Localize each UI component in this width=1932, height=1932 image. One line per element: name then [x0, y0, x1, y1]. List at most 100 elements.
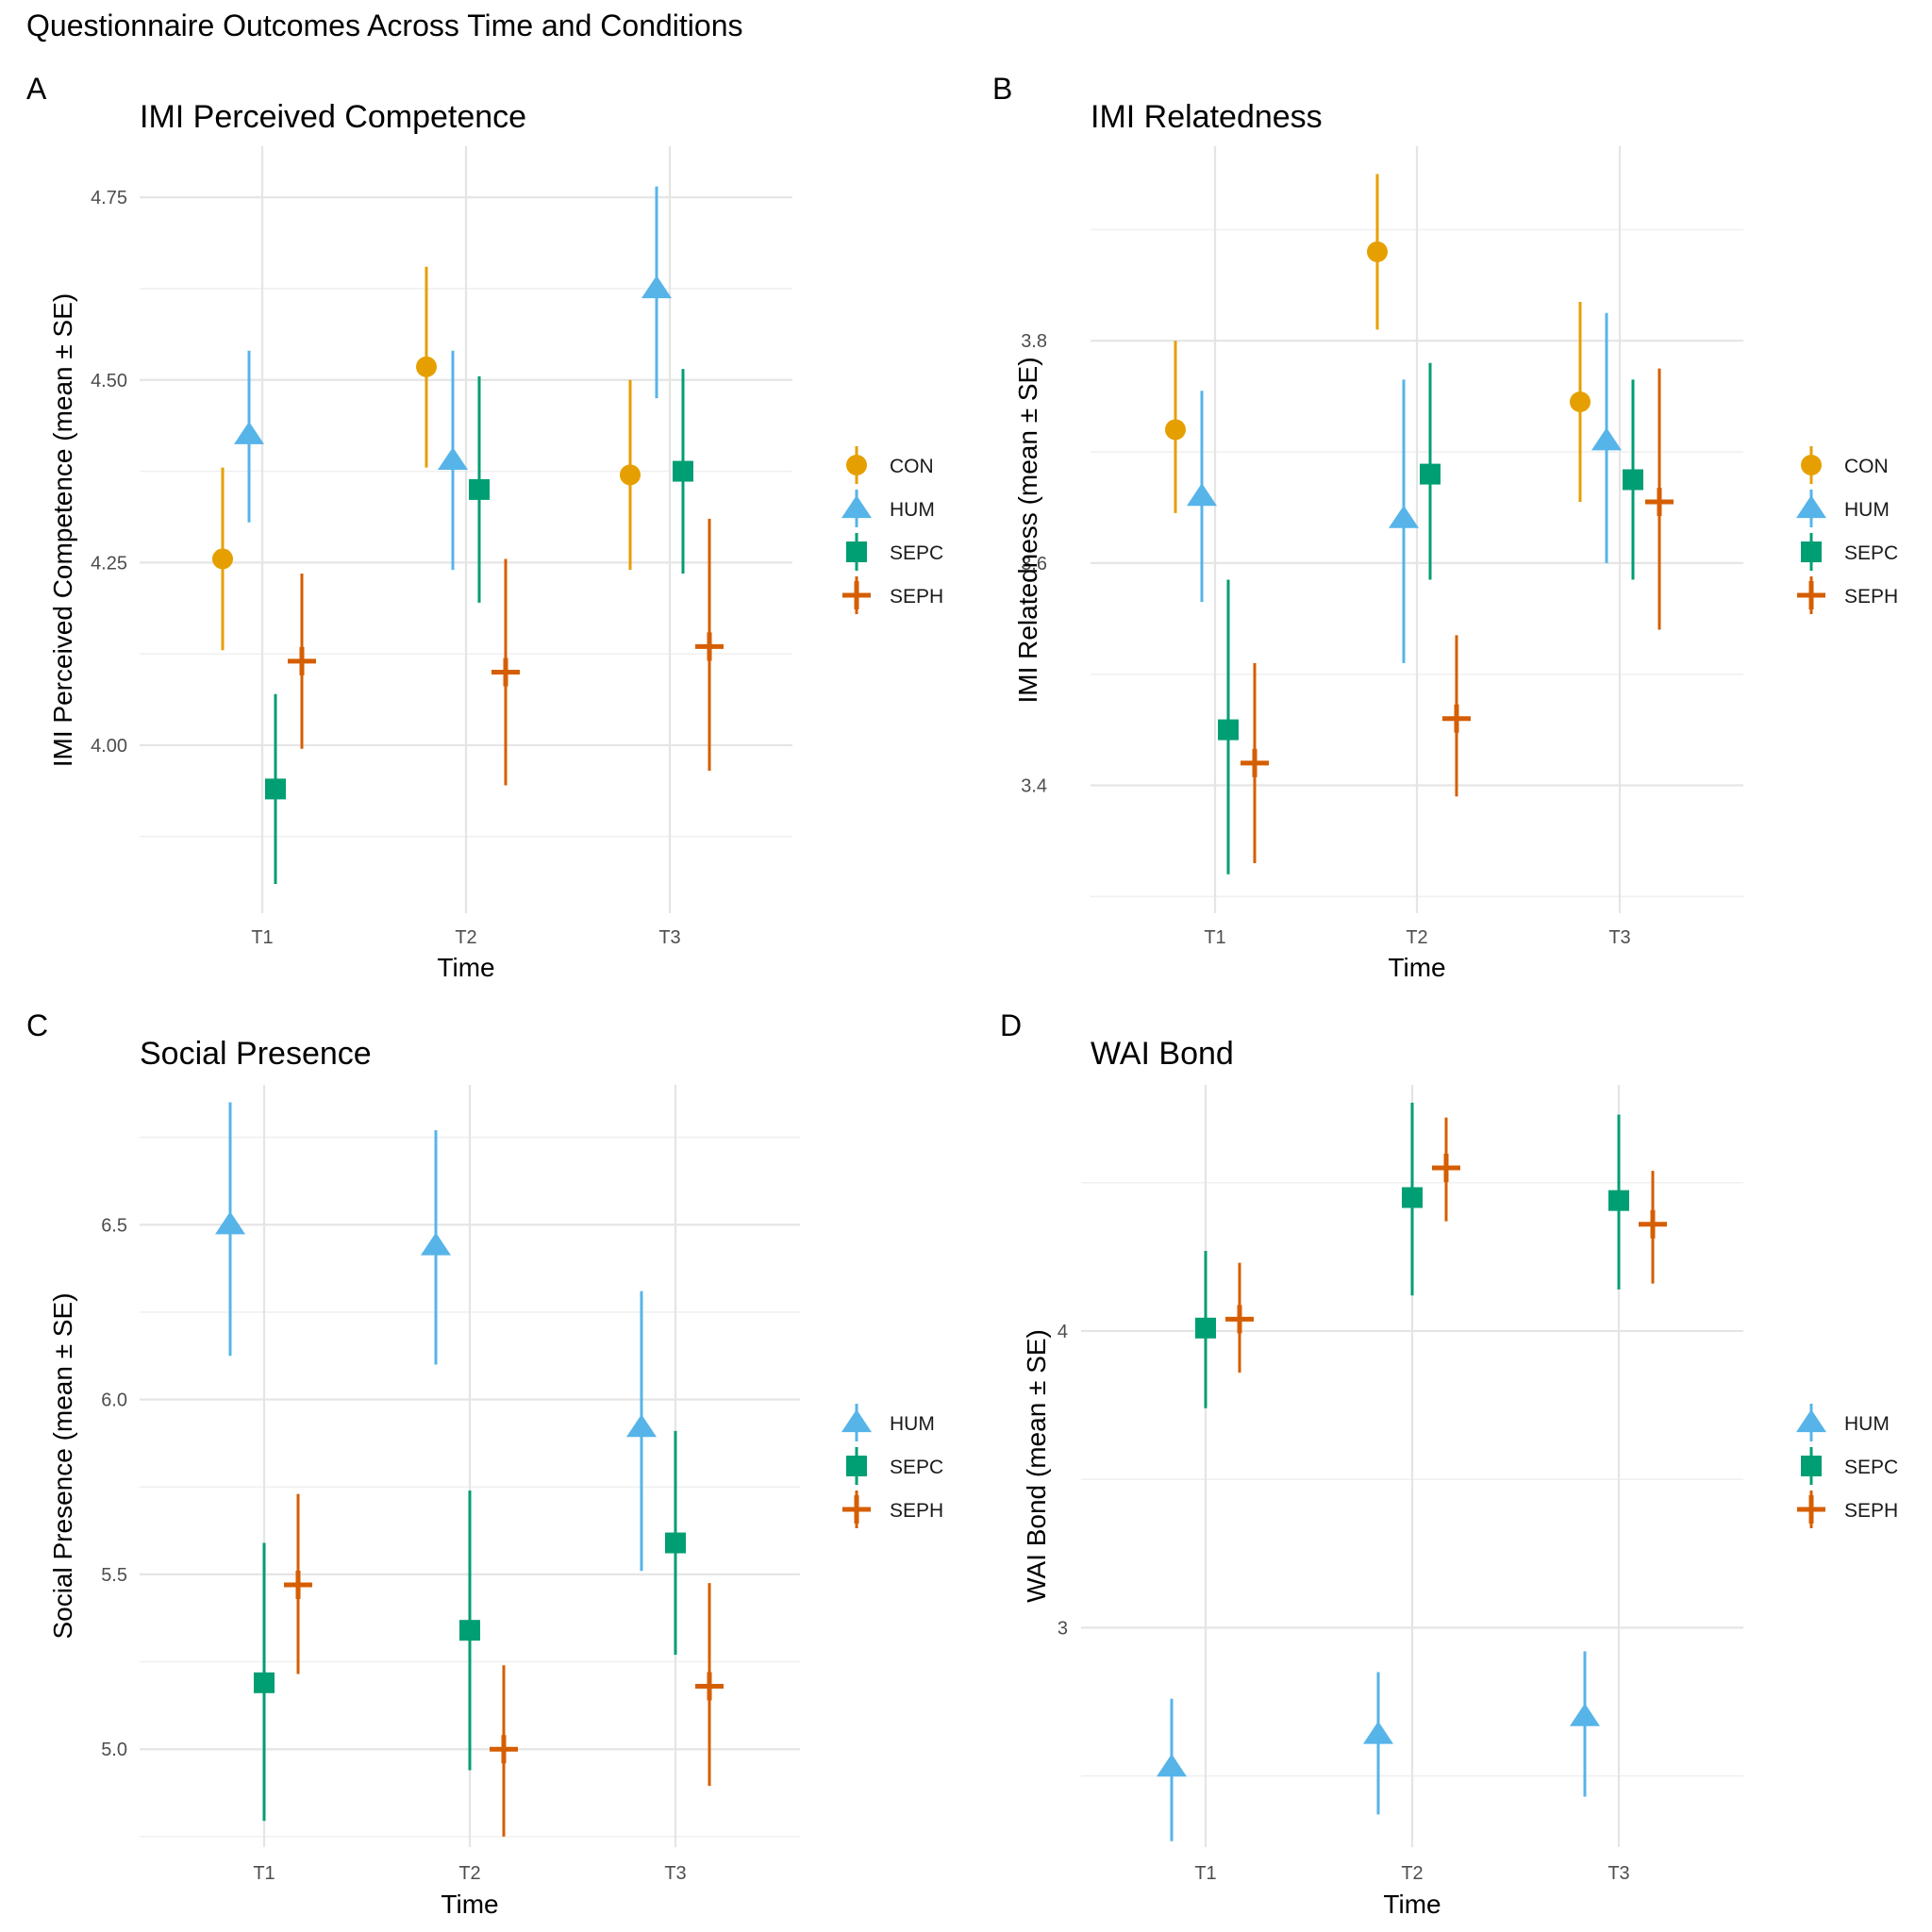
point-seph-t1	[284, 1571, 312, 1600]
legend-key-hum	[841, 495, 872, 519]
x-tick-label: T2	[1401, 1863, 1423, 1884]
legend-label: SEPH	[1844, 1500, 1898, 1522]
legend-key-sepc	[846, 1456, 867, 1476]
point-con-t1	[212, 548, 233, 570]
y-tick-label: 3.8	[1021, 331, 1047, 352]
point-hum-t1	[1157, 1754, 1187, 1777]
panel-c: C Social Presence 5.0 5.5 6.0 6.5 T1 T2 T3 Time So…	[26, 1008, 943, 1919]
legend: HUM SEPC SEPH	[841, 1404, 943, 1528]
legend-key-hum	[841, 1409, 872, 1433]
point-hum-t2	[1389, 505, 1419, 528]
point-seph-t3	[1645, 488, 1674, 517]
panel-title: IMI Relatedness	[1091, 99, 1323, 135]
series-seph	[1225, 1117, 1667, 1373]
y-tick-label: 4	[1058, 1322, 1068, 1342]
series-hum	[234, 186, 672, 571]
point-con-t2	[1367, 241, 1388, 262]
point-hum-t2	[438, 446, 468, 471]
legend-key-seph	[1797, 581, 1825, 609]
legend-key-con	[846, 455, 867, 475]
series-con	[212, 266, 641, 651]
figure-title: Questionnaire Outcomes Across Time and C…	[26, 8, 742, 42]
y-tick-label: 3.4	[1021, 776, 1047, 797]
x-tick-label: T2	[458, 1863, 480, 1884]
point-hum-t1	[215, 1211, 245, 1235]
point-seph-t2	[1442, 704, 1471, 733]
legend-label: HUM	[1844, 1413, 1890, 1435]
panel-title: WAI Bond	[1091, 1036, 1234, 1072]
y-axis-title: IMI Perceived Competence (mean ± SE)	[48, 293, 77, 767]
point-seph-t1	[1225, 1305, 1254, 1334]
point-hum-t1	[1187, 483, 1217, 507]
point-sepc-t3	[665, 1532, 686, 1554]
x-tick-label: T3	[1607, 1863, 1629, 1884]
x-axis-title: Time	[1383, 1890, 1441, 1919]
x-axis-title: Time	[437, 953, 494, 982]
series-sepc	[265, 369, 693, 885]
legend-key-seph	[842, 1495, 871, 1524]
point-seph-t2	[491, 658, 520, 687]
y-tick-label: 6.5	[101, 1215, 127, 1236]
y-axis-title: IMI Relatedness (mean ± SE)	[1013, 357, 1042, 703]
series-con	[1165, 174, 1591, 513]
point-hum-t3	[1570, 1703, 1600, 1726]
legend-label: HUM	[1844, 499, 1890, 521]
legend-key-hum	[1796, 1409, 1826, 1433]
point-sepc-t2	[469, 478, 490, 500]
legend-label: HUM	[890, 1413, 935, 1435]
point-sepc-t1	[1218, 719, 1239, 741]
y-tick-label: 4.25	[91, 553, 127, 574]
legend: HUM SEPC SEPH	[1796, 1404, 1898, 1528]
x-tick-label: T1	[253, 1863, 275, 1884]
point-hum-t1	[234, 421, 264, 444]
legend-label: CON	[1844, 456, 1889, 477]
y-tick-label: 4.50	[91, 371, 127, 391]
point-seph-t3	[695, 632, 724, 661]
x-axis-title: Time	[441, 1890, 498, 1919]
y-tick-label: 3.6	[1021, 554, 1047, 575]
panel-title: IMI Perceived Competence	[140, 99, 526, 135]
series-seph	[288, 518, 724, 786]
legend-label: SEPH	[890, 1500, 943, 1522]
legend-key-sepc	[1801, 541, 1822, 562]
panel-letter: D	[1000, 1008, 1022, 1042]
x-axis-title: Time	[1388, 953, 1445, 982]
panel-letter: A	[26, 72, 47, 106]
x-tick-label: T3	[658, 927, 680, 948]
legend-label: SEPC	[890, 1457, 943, 1478]
point-sepc-t2	[459, 1620, 480, 1641]
y-tick-label: 5.0	[101, 1740, 127, 1760]
x-tick-label: T3	[1608, 927, 1630, 948]
point-sepc-t2	[1402, 1187, 1423, 1208]
series-seph	[1241, 368, 1674, 863]
panel-b: B IMI Relatedness 3.4 3.6 3.8 T1 T2 T3 Time IMI R…	[992, 72, 1898, 982]
point-seph-t3	[695, 1672, 724, 1701]
point-sepc-t1	[254, 1672, 275, 1693]
legend-key-sepc	[1801, 1456, 1822, 1476]
legend-label: HUM	[890, 499, 935, 521]
point-con-t3	[620, 464, 641, 486]
legend-key-con	[1801, 455, 1822, 475]
panel-title: Social Presence	[140, 1036, 372, 1072]
x-tick-label: T2	[1406, 927, 1427, 948]
legend-label: CON	[890, 456, 934, 477]
point-sepc-t1	[265, 778, 286, 800]
legend-label: SEPC	[1844, 542, 1898, 564]
y-axis-title: WAI Bond (mean ± SE)	[1022, 1329, 1051, 1603]
legend-key-sepc	[846, 541, 867, 562]
panel-letter: B	[992, 72, 1012, 106]
y-tick-label: 5.5	[101, 1565, 127, 1586]
series-sepc	[254, 1430, 686, 1822]
legend-key-seph	[842, 581, 871, 609]
point-hum-t3	[1591, 427, 1622, 451]
series-hum	[215, 1102, 657, 1572]
point-seph-t2	[1432, 1154, 1460, 1183]
legend-label: SEPC	[890, 542, 943, 564]
panel-d: D WAI Bond 3 4 T1 T2 T3 Time WAI Bond (mean ± SE…	[1000, 1008, 1898, 1919]
point-sepc-t1	[1195, 1317, 1216, 1339]
series-sepc	[1195, 1102, 1629, 1408]
panel-letter: C	[26, 1008, 48, 1042]
y-tick-label: 4.00	[91, 736, 127, 757]
point-con-t3	[1570, 391, 1591, 412]
